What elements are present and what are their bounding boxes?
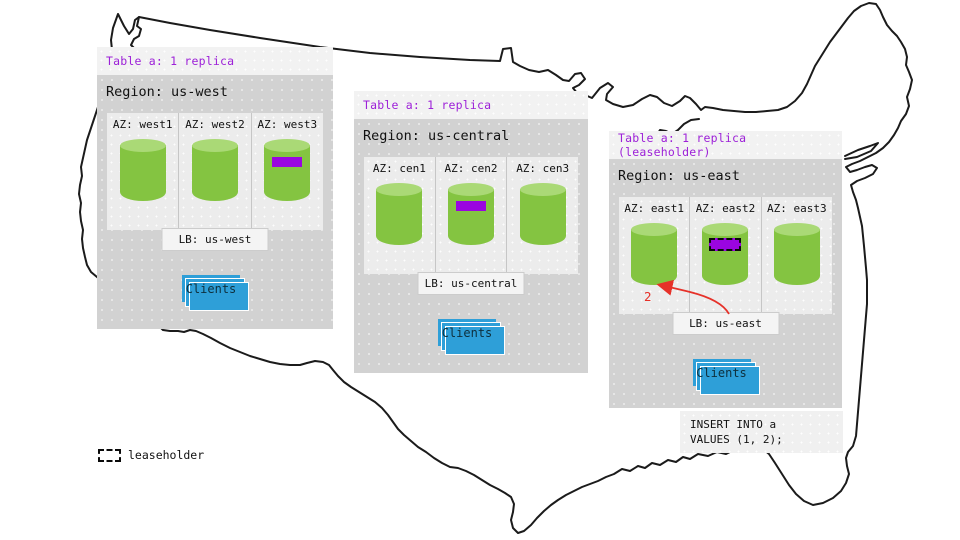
table-replica-banner-us-central: Table a: 1 replica — [354, 91, 588, 119]
step-2-label: 2 — [644, 289, 652, 304]
lb-label: LB: us-central — [424, 277, 518, 290]
az-column-west1: AZ: west1 — [107, 113, 180, 230]
table-replica-label: Table a: 1 replica — [363, 98, 492, 112]
db-node-cylinder — [119, 139, 166, 201]
load-balancer-us-central: LB: us-central — [417, 272, 525, 295]
leaseholder-swatch-icon — [98, 448, 121, 462]
az-column-cen1: AZ: cen1 — [364, 157, 436, 274]
leaseholder-legend: leaseholder — [98, 448, 204, 462]
lb-label: LB: us-west — [178, 233, 252, 246]
cylinder-top — [773, 223, 820, 236]
cylinder-top — [631, 223, 678, 236]
db-node-cylinder — [631, 223, 678, 285]
cylinder-top — [702, 223, 749, 236]
cylinder-side — [376, 189, 423, 245]
region-title: Region: us-central — [363, 128, 510, 144]
replica-band — [272, 157, 303, 167]
cylinder-top — [264, 139, 311, 152]
map-border-coast-path — [78, 2, 913, 534]
sql-statement-box: INSERT INTO a VALUES (1, 2); — [680, 411, 843, 453]
map-long-island-detail — [844, 142, 879, 160]
clients-label: Clients — [696, 365, 747, 380]
az-column-west3: AZ: west3 — [252, 113, 323, 230]
db-node-cylinder — [519, 183, 566, 245]
leaseholder-band — [709, 238, 742, 251]
clients-stack-us-east: Clients — [692, 359, 760, 395]
cylinder-top — [119, 139, 166, 152]
az-column-cen2: AZ: cen2 — [436, 157, 508, 274]
az-label: AZ: cen2 — [444, 162, 498, 175]
az-column-east3: AZ: east3 — [762, 197, 832, 314]
leaseholder-node-cylinder — [702, 223, 749, 285]
cylinder-side — [519, 189, 566, 245]
az-label: AZ: cen3 — [516, 162, 570, 175]
clients-stack-us-west: Clients — [182, 275, 249, 311]
az-column-cen3: AZ: cen3 — [507, 157, 578, 274]
cylinder-top — [376, 183, 423, 196]
az-label: AZ: east2 — [695, 202, 756, 215]
replica-node-cylinder — [448, 183, 494, 245]
region-body-us-west: Region: us-west AZ: west1 AZ: west2 — [97, 75, 333, 329]
az-label: AZ: west2 — [185, 118, 245, 131]
az-label: AZ: east1 — [624, 202, 684, 215]
clients-label: Clients — [441, 325, 493, 340]
az-column-west2: AZ: west2 — [179, 113, 252, 230]
az-label: AZ: west3 — [257, 118, 318, 131]
load-balancer-us-east: LB: us-east — [672, 312, 779, 335]
table-replica-banner-us-west: Table a: 1 replica — [97, 47, 333, 75]
sql-line-2: VALUES (1, 2); — [690, 433, 783, 446]
clients-label: Clients — [185, 281, 237, 296]
az-label: AZ: cen1 — [372, 162, 426, 175]
az-column-east1: AZ: east1 — [619, 197, 691, 314]
region-panel-us-east: Table a: 1 replica (leaseholder) Region:… — [609, 131, 842, 408]
region-title: Region: us-east — [618, 168, 740, 184]
cylinder-side — [191, 145, 238, 201]
table-replica-banner-us-east: Table a: 1 replica (leaseholder) — [609, 131, 842, 159]
region-panel-us-central: Table a: 1 replica Region: us-central AZ… — [354, 91, 588, 373]
az-label: AZ: west1 — [112, 118, 173, 131]
load-balancer-us-west: LB: us-west — [161, 228, 269, 251]
cylinder-side — [773, 229, 820, 285]
region-title: Region: us-west — [106, 84, 228, 100]
db-node-cylinder — [773, 223, 820, 285]
cylinder-side — [264, 145, 311, 201]
table-replica-label: Table a: 1 replica — [106, 54, 235, 68]
table-replica-leaseholder-label: Table a: 1 replica (leaseholder) — [618, 131, 747, 159]
map-mainland-path — [109, 13, 142, 63]
clients-stack-us-central: Clients — [438, 319, 505, 355]
legend-label: leaseholder — [128, 448, 205, 462]
lb-label: LB: us-east — [689, 317, 762, 330]
az-label: AZ: east3 — [767, 202, 827, 215]
az-container-us-central: AZ: cen1 AZ: cen2 AZ: cen3 — [364, 157, 578, 274]
az-container-us-east: AZ: east1 AZ: east2 AZ: east3 — [619, 197, 832, 314]
replica-band — [456, 201, 486, 211]
region-panel-us-west: Table a: 1 replica Region: us-west AZ: w… — [97, 47, 333, 329]
cylinder-side — [448, 189, 494, 245]
sql-line-1: INSERT INTO a — [690, 418, 777, 431]
cylinder-top — [448, 183, 494, 196]
replica-node-cylinder — [264, 139, 311, 201]
cylinder-side — [119, 145, 166, 201]
region-body-us-east: Region: us-east AZ: east1 AZ: east2 — [609, 159, 842, 408]
db-node-cylinder — [376, 183, 423, 245]
cylinder-top — [519, 183, 566, 196]
az-container-us-west: AZ: west1 AZ: west2 AZ: west3 — [107, 113, 323, 230]
region-body-us-central: Region: us-central AZ: cen1 AZ: cen2 — [354, 119, 588, 373]
db-node-cylinder — [191, 139, 238, 201]
cylinder-side — [631, 229, 678, 285]
cylinder-top — [191, 139, 238, 152]
az-column-east2: AZ: east2 — [690, 197, 762, 314]
